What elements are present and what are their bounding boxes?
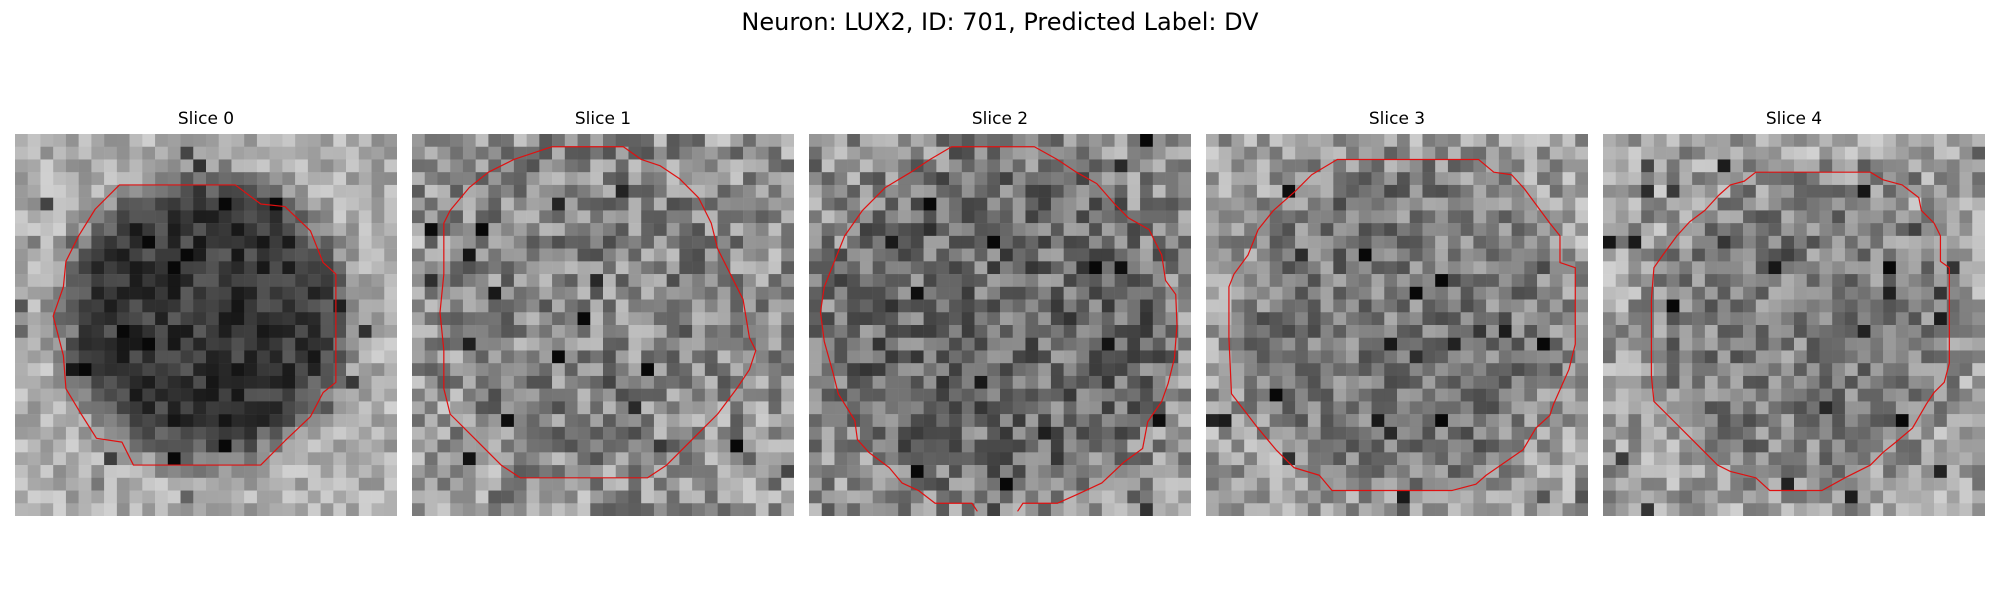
slice-0-image <box>15 134 397 516</box>
slice-4-image <box>1603 134 1985 516</box>
figure-title: Neuron: LUX2, ID: 701, Predicted Label: … <box>741 8 1259 36</box>
slice-1-contour <box>439 146 757 479</box>
slice-2-title: Slice 2 <box>971 109 1029 129</box>
slice-2-contour <box>819 146 1178 512</box>
slice-3-title: Slice 3 <box>1368 109 1426 129</box>
slice-3-contour <box>1228 158 1576 492</box>
slice-0-title: Slice 0 <box>177 109 235 129</box>
slice-0-contour <box>52 184 337 466</box>
slice-3-image <box>1206 134 1588 516</box>
slice-1-image <box>412 134 794 516</box>
slice-1-title: Slice 1 <box>574 109 632 129</box>
slice-4-contour <box>1650 171 1950 492</box>
slice-2-image <box>809 134 1191 516</box>
slice-4-title: Slice 4 <box>1765 109 1823 129</box>
